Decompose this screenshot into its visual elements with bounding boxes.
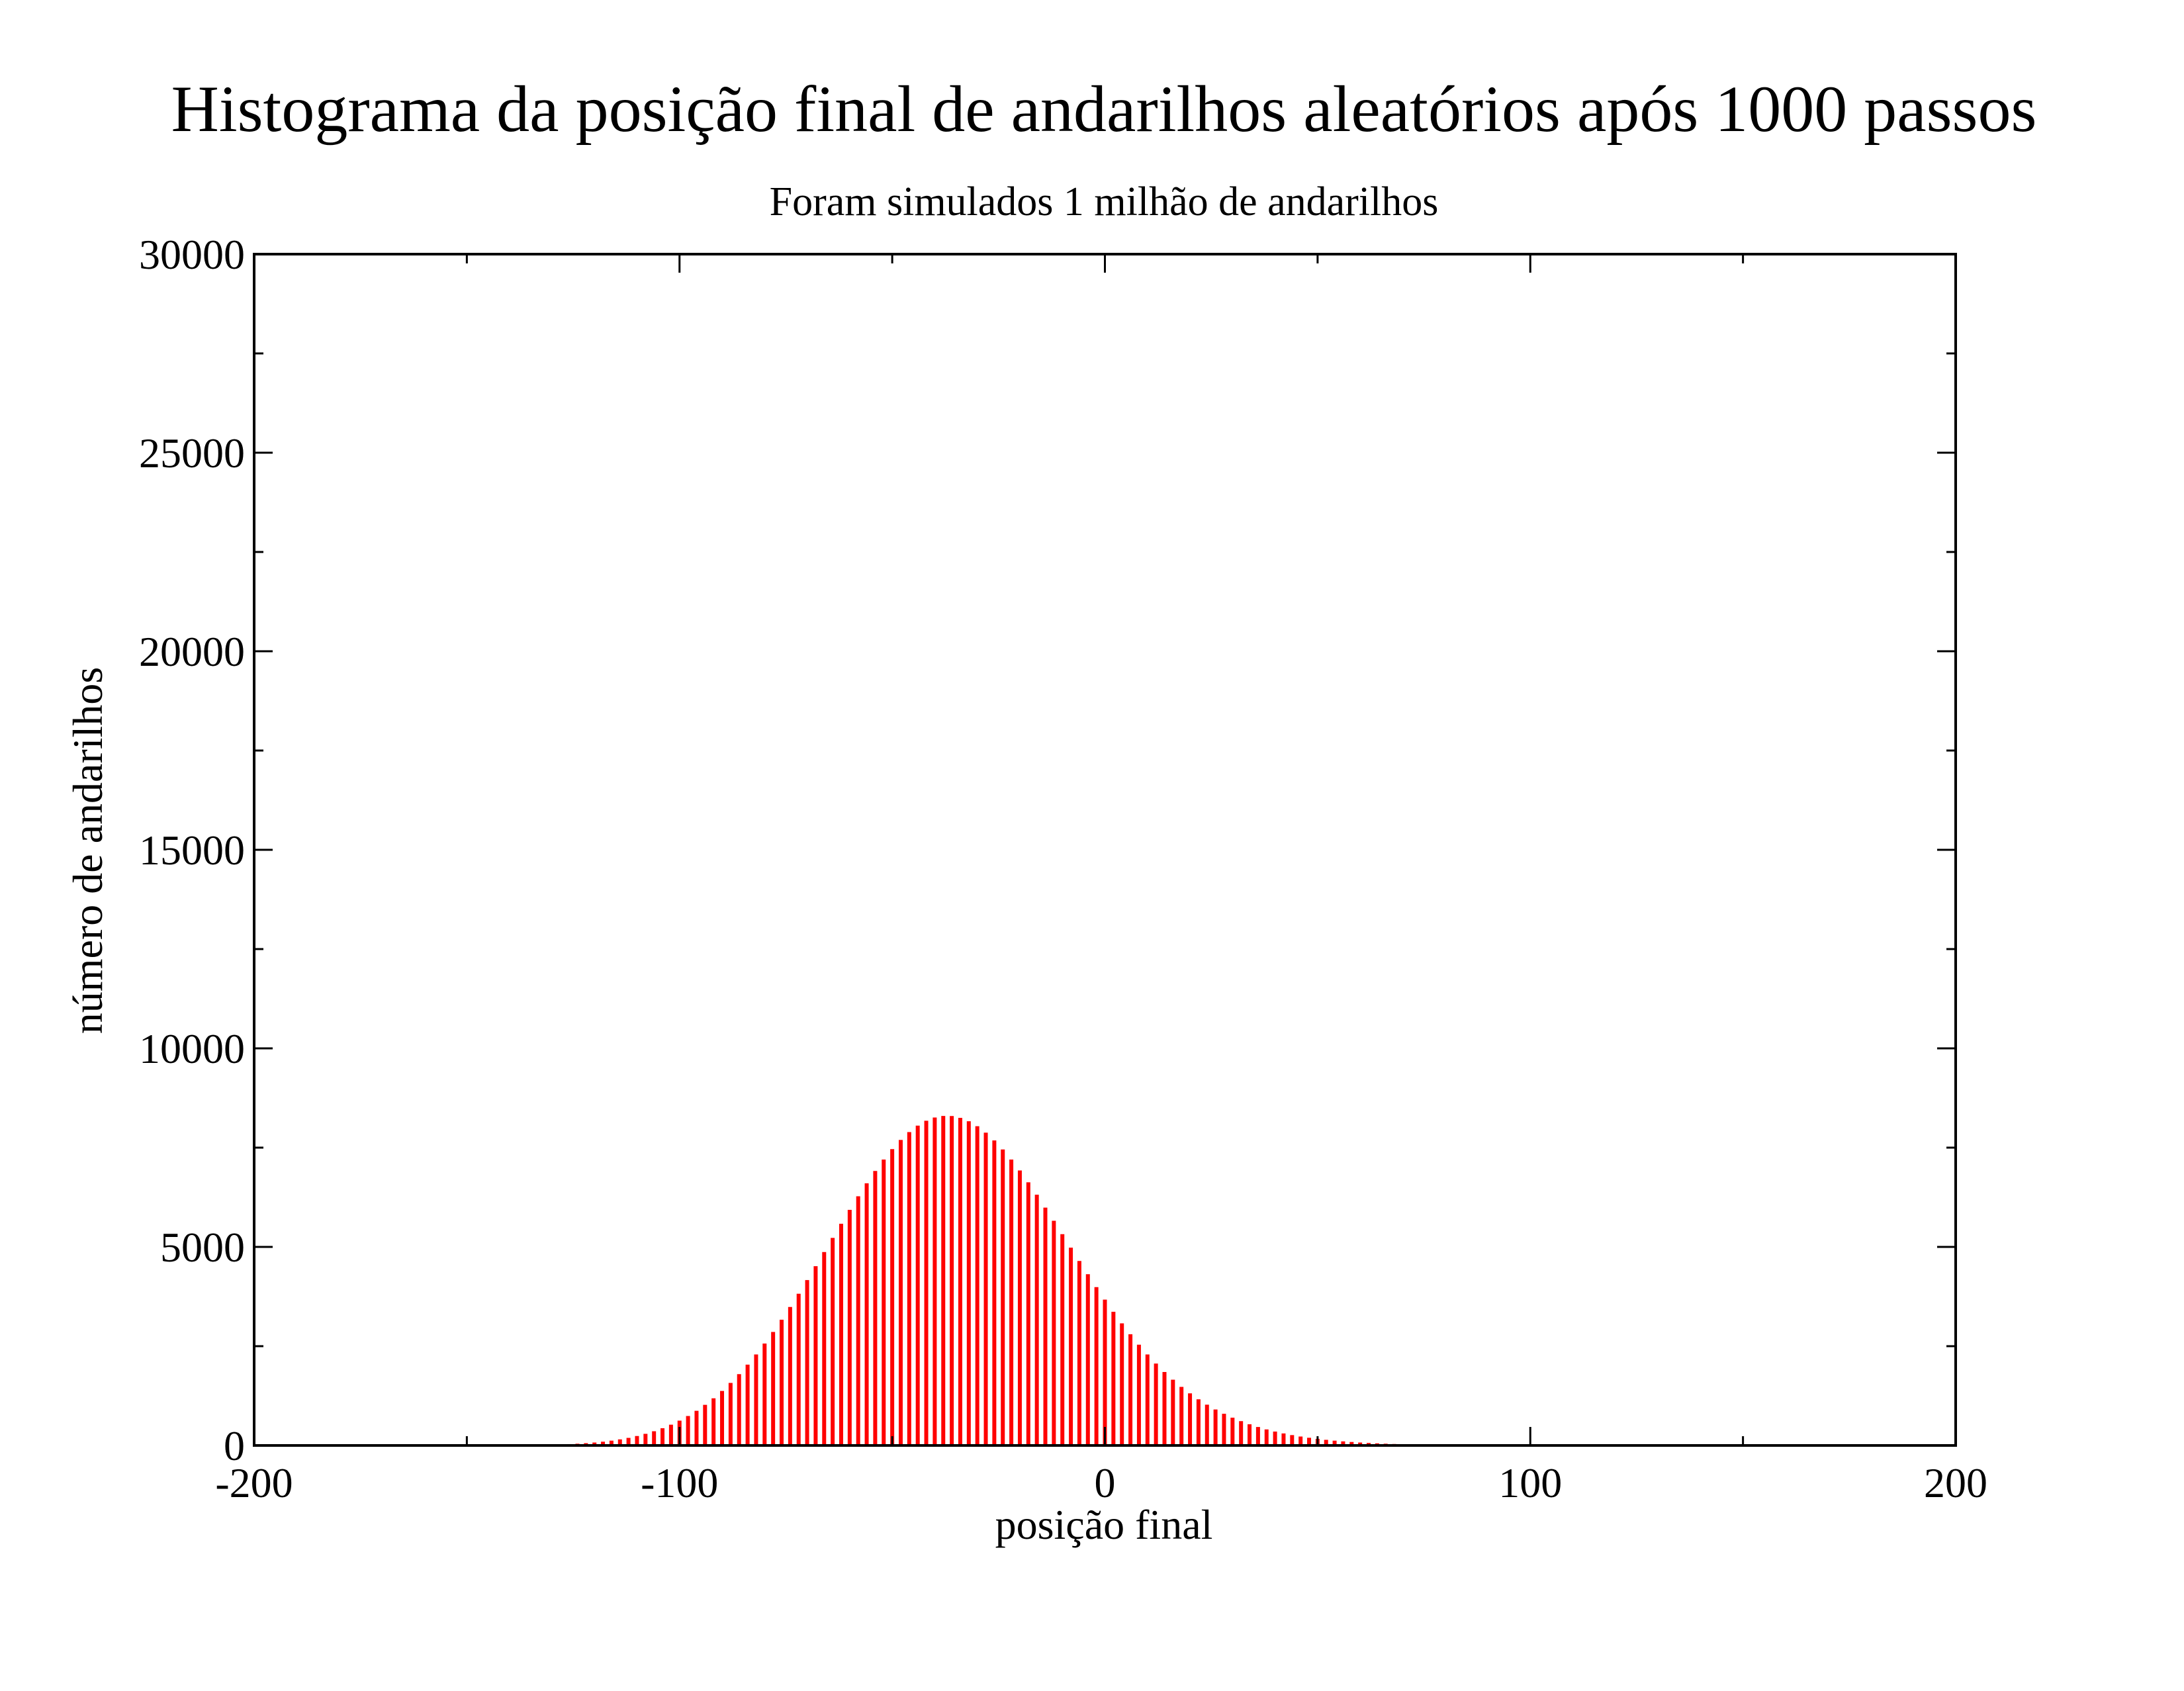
y-tick-label: 0 bbox=[224, 1422, 245, 1469]
y-tick-label: 30000 bbox=[139, 231, 245, 278]
plot-frame bbox=[253, 253, 1957, 1447]
y-tick-label: 10000 bbox=[139, 1025, 245, 1072]
x-tick-label: 200 bbox=[1924, 1459, 1987, 1506]
y-axis-label: número de andarilhos bbox=[64, 667, 111, 1034]
x-tick-label: -200 bbox=[215, 1459, 293, 1506]
chart-subtitle: Foram simulados 1 milhão de andarilhos bbox=[770, 179, 1439, 224]
bars-layer bbox=[473, 1116, 1737, 1445]
tick-labels-layer: -200 -100 0 100 200 0 5000 10000 15000 20000 25000… bbox=[139, 231, 1987, 1506]
x-axis-label: posição final bbox=[995, 1501, 1213, 1548]
ticks-layer bbox=[253, 253, 1957, 1447]
y-tick-label: 15000 bbox=[139, 827, 245, 874]
x-tick-label: 0 bbox=[1095, 1459, 1116, 1506]
y-tick-label: 25000 bbox=[139, 430, 245, 477]
chart-title: Histograma da posição final de andarilho… bbox=[171, 72, 2037, 146]
x-tick-label: 100 bbox=[1498, 1459, 1562, 1506]
x-tick-label: -100 bbox=[641, 1459, 718, 1506]
y-tick-label: 20000 bbox=[139, 628, 245, 675]
y-tick-label: 5000 bbox=[160, 1224, 245, 1271]
